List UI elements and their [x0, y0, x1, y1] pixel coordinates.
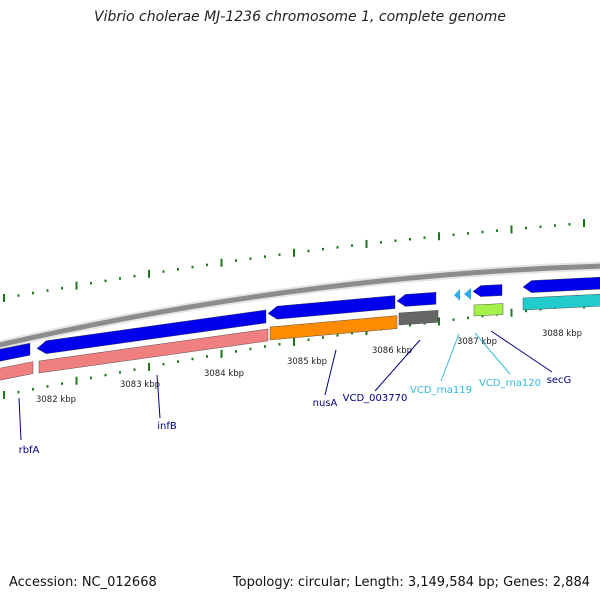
gene-leader-line: [156, 374, 161, 419]
rna-arrow: [464, 288, 471, 300]
scale-label: 3084 kbp: [204, 369, 244, 379]
gene-label: infB: [157, 421, 177, 432]
cds-arrow: [472, 284, 503, 297]
gene-label: VCD_rna119: [410, 385, 472, 396]
gene-leader-line: [374, 339, 421, 392]
gene-leader-line: [490, 330, 553, 373]
backbone-line: [0, 263, 600, 348]
gene-bar: [522, 293, 600, 311]
gene-bar: [269, 315, 398, 341]
rna-arrow: [454, 289, 460, 301]
gene-leader-line: [18, 397, 22, 441]
gene-bar: [473, 303, 504, 317]
scale-label: 3087 kbp: [457, 337, 497, 347]
scale-label: 3088 kbp: [542, 329, 582, 339]
gene-bar: [38, 328, 269, 374]
feature-track: [0, 276, 600, 381]
genome-backbone: [0, 261, 600, 350]
cds-arrow: [522, 276, 600, 293]
gene-leader-line: [474, 332, 511, 375]
gene-label: VCD_003770: [343, 393, 408, 404]
gene-label: secG: [547, 375, 572, 386]
gene-label: VCD_rna120: [479, 378, 541, 389]
gene-leader-line: [440, 333, 460, 382]
scale-label: 3086 kbp: [372, 346, 412, 356]
scale-labels: 3082 kbp 3083 kbp 3084 kbp 3085 kbp 3086 kbp…: [36, 329, 582, 405]
accession-text: Accession: NC_012668: [9, 575, 157, 590]
gene-bar: [398, 310, 439, 326]
genome-summary-text: Topology: circular; Length: 3,149,584 bp…: [232, 575, 590, 590]
gene-label: rbfA: [19, 445, 40, 456]
map-title: Vibrio cholerae MJ-1236 chromosome 1, co…: [94, 9, 506, 25]
cds-arrow: [0, 342, 31, 362]
cds-arrow: [36, 309, 267, 354]
cds-arrow: [267, 295, 396, 320]
scale-label: 3085 kbp: [287, 357, 327, 367]
scale-label: 3083 kbp: [120, 380, 160, 390]
gene-bar: [0, 361, 34, 381]
scale-label: 3082 kbp: [36, 395, 76, 405]
gene-leader-line: [324, 349, 337, 396]
gene-label: nusA: [313, 398, 338, 409]
cds-arrow: [396, 292, 437, 307]
